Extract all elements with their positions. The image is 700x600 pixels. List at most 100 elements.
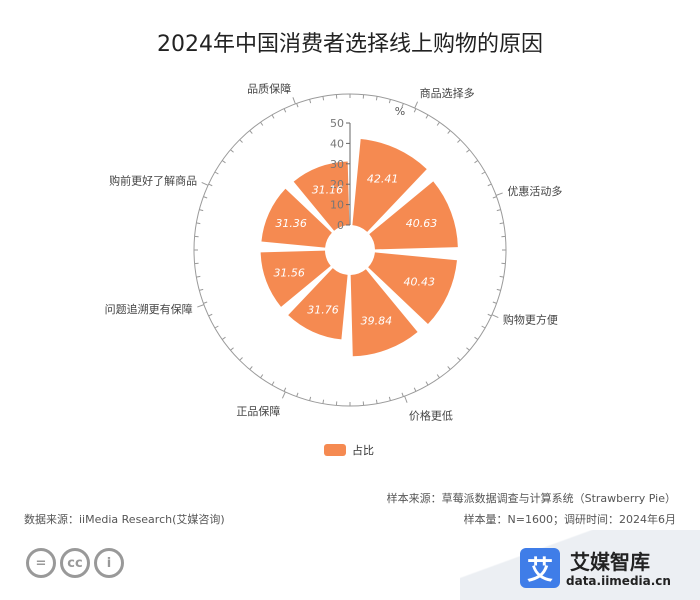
ring-tick — [487, 183, 492, 187]
legend-label: 占比 — [352, 444, 374, 457]
category-tick — [197, 304, 205, 308]
license-badges: = cc i — [26, 548, 124, 578]
ring-tick — [425, 381, 429, 386]
ring-tick — [322, 96, 325, 101]
ring-tick — [239, 357, 243, 361]
ring-tick — [499, 275, 504, 278]
ring-tick — [260, 121, 264, 126]
ring-tick — [208, 183, 213, 187]
ring-tick — [375, 399, 378, 404]
cc-icon: cc — [60, 548, 90, 578]
ring-tick — [492, 196, 497, 199]
ring-tick — [230, 347, 234, 351]
data-label-8: 31.16 — [312, 184, 344, 197]
category-label-7: 购前更好了解商品 — [109, 173, 197, 187]
ring-tick — [388, 99, 391, 104]
category-label-8: 品质保障 — [247, 82, 291, 96]
ring-tick — [249, 366, 253, 370]
ring-tick — [466, 149, 470, 153]
bar-7 — [261, 188, 332, 248]
ring-tick — [401, 392, 404, 397]
ring-tick — [322, 399, 325, 404]
ring-tick — [199, 209, 204, 212]
brand-logo: 艾 — [520, 548, 560, 588]
bar-5 — [288, 268, 348, 340]
bar-8 — [293, 161, 350, 231]
ring-tick — [496, 209, 501, 212]
ring-tick — [496, 288, 501, 291]
category-label-2: 优惠活动多 — [507, 184, 562, 198]
ring-tick — [487, 313, 492, 317]
bar-6 — [260, 250, 331, 307]
ring-tick — [196, 275, 201, 278]
brand-corner — [460, 530, 700, 600]
brand-name: 艾媒智库 — [570, 550, 650, 574]
person-icon: i — [94, 548, 124, 578]
sample-size: 样本量：N=1600；调研时间：2024年6月 — [463, 513, 676, 526]
ring-tick — [474, 160, 479, 164]
data-label-4: 39.84 — [361, 315, 393, 328]
ring-tick — [388, 396, 391, 401]
ring-tick — [283, 108, 287, 113]
data-label-3: 40.43 — [404, 276, 436, 289]
bar-2 — [369, 181, 458, 250]
ring-tick — [413, 387, 417, 392]
legend-swatch — [324, 444, 346, 456]
ring-tick — [196, 222, 201, 225]
bar-4 — [350, 269, 418, 357]
bar-3 — [368, 252, 457, 324]
ring-tick — [221, 336, 226, 340]
category-tick — [414, 101, 419, 109]
radial-tick-label: 30 — [330, 158, 344, 171]
ring-tick — [221, 160, 226, 164]
chart-title: 2024年中国消费者选择线上购物的原因 — [157, 32, 543, 57]
brand-url: data.iimedia.cn — [566, 574, 671, 588]
category-tick — [201, 181, 209, 186]
ring-tick — [239, 139, 243, 143]
ring-tick — [447, 130, 451, 134]
radial-unit-label: % — [395, 105, 405, 118]
category-tick — [491, 314, 499, 319]
category-label-4: 价格更低 — [409, 408, 453, 422]
ring-tick — [199, 288, 204, 291]
radial-tick-label: 40 — [330, 137, 344, 150]
ring-tick — [214, 171, 219, 175]
ring-tick — [296, 103, 299, 108]
ring-tick — [230, 149, 234, 153]
ring-tick — [466, 347, 470, 351]
category-tick — [292, 97, 296, 105]
ring-tick — [481, 325, 486, 329]
radial-tick-label: 20 — [330, 178, 344, 191]
category-label-5: 正品保障 — [236, 404, 280, 418]
ring-tick — [375, 96, 378, 101]
sample-source: 样本来源：草莓派数据调查与计算系统（Strawberry Pie） — [386, 492, 676, 505]
category-tick — [495, 192, 503, 196]
ring-tick — [436, 374, 440, 379]
category-label-3: 购物更方便 — [503, 313, 558, 327]
ring-tick — [203, 301, 208, 304]
data-label-1: 42.41 — [367, 172, 399, 185]
category-tick — [281, 391, 286, 399]
legend[interactable]: 占比 — [324, 442, 374, 458]
ring-tick — [203, 196, 208, 199]
data-label-5: 31.76 — [307, 303, 339, 316]
ring-tick — [283, 387, 287, 392]
ring-tick — [492, 301, 497, 304]
ring-tick — [249, 130, 253, 134]
radial-tick-label: 50 — [330, 117, 344, 130]
radial-tick-label: 0 — [337, 219, 344, 232]
ring-tick — [260, 374, 264, 379]
bar-1 — [352, 138, 427, 232]
data-label-7: 31.36 — [275, 217, 307, 230]
ring-tick — [214, 325, 219, 329]
ring-tick — [474, 336, 479, 340]
equals-icon: = — [26, 548, 56, 578]
ring-tick — [425, 114, 429, 119]
ring-tick — [309, 99, 312, 104]
ring-tick — [436, 121, 440, 126]
ring-tick — [413, 108, 417, 113]
ring-tick — [499, 222, 504, 225]
ring-tick — [447, 366, 451, 370]
ring-tick — [457, 357, 461, 361]
